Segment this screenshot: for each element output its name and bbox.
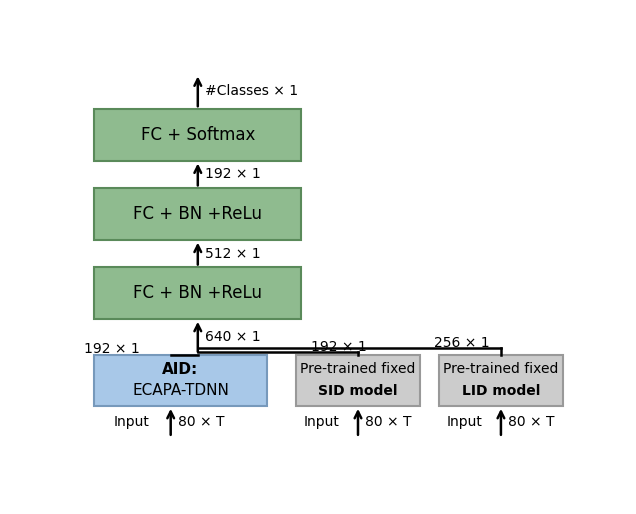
FancyBboxPatch shape xyxy=(94,355,267,406)
Text: LID model: LID model xyxy=(462,383,540,397)
Text: 192 × 1: 192 × 1 xyxy=(85,342,140,356)
Text: 80 × T: 80 × T xyxy=(365,415,412,429)
Text: Input: Input xyxy=(114,415,150,429)
Text: 256 × 1: 256 × 1 xyxy=(434,337,490,351)
Text: 192 × 1: 192 × 1 xyxy=(311,340,367,354)
Text: FC + BN +ReLu: FC + BN +ReLu xyxy=(134,205,262,223)
Text: Input: Input xyxy=(446,415,483,429)
Text: FC + Softmax: FC + Softmax xyxy=(141,126,255,144)
Text: #Classes × 1: #Classes × 1 xyxy=(205,84,298,98)
Text: 192 × 1: 192 × 1 xyxy=(205,168,261,181)
FancyBboxPatch shape xyxy=(94,109,301,160)
FancyBboxPatch shape xyxy=(296,355,420,406)
FancyBboxPatch shape xyxy=(439,355,562,406)
FancyBboxPatch shape xyxy=(94,188,301,240)
Text: Input: Input xyxy=(304,415,340,429)
Text: 80 × T: 80 × T xyxy=(508,415,555,429)
Text: 80 × T: 80 × T xyxy=(178,415,225,429)
Text: 512 × 1: 512 × 1 xyxy=(205,247,261,261)
Text: Pre-trained fixed: Pre-trained fixed xyxy=(300,362,416,376)
Text: FC + BN +ReLu: FC + BN +ReLu xyxy=(134,284,262,302)
Text: AID:: AID: xyxy=(162,362,198,377)
Text: Pre-trained fixed: Pre-trained fixed xyxy=(443,362,558,376)
FancyBboxPatch shape xyxy=(94,267,301,319)
Text: 640 × 1: 640 × 1 xyxy=(205,330,261,344)
Text: SID model: SID model xyxy=(318,383,398,397)
Text: ECAPA-TDNN: ECAPA-TDNN xyxy=(132,383,229,398)
